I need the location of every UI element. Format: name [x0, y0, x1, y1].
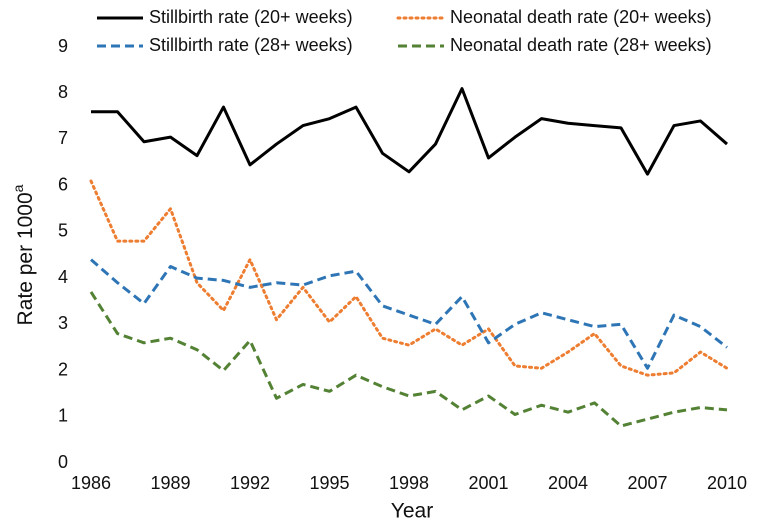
x-tick-label: 1992 [230, 473, 270, 493]
x-tick-label: 2001 [468, 473, 508, 493]
series-line [90, 258, 728, 370]
x-tick-label: 2007 [627, 473, 667, 493]
series-line [89, 291, 728, 428]
y-axis-label: Rate per 1000a [10, 184, 37, 325]
y-tick-label: 0 [58, 452, 68, 472]
y-tick-label: 9 [58, 36, 68, 56]
x-tick-label: 2010 [707, 473, 747, 493]
y-tick-label: 2 [58, 359, 68, 379]
y-axis-label-sup: a [10, 184, 26, 192]
x-axis-label: Year [391, 500, 433, 523]
y-tick-label: 4 [58, 267, 68, 287]
x-tick-label: 1995 [309, 473, 349, 493]
legend-label: Neonatal death rate (28+ weeks) [450, 35, 712, 55]
x-tick-label: 2004 [548, 473, 588, 493]
y-tick-label: 7 [58, 128, 68, 148]
legend-label: Stillbirth rate (20+ weeks) [149, 7, 353, 27]
legend-label: Stillbirth rate (28+ weeks) [149, 35, 353, 55]
y-tick-label: 1 [58, 406, 68, 426]
x-tick-label: 1989 [150, 473, 190, 493]
x-tick-label: 1986 [71, 473, 111, 493]
legend-label: Neonatal death rate (20+ weeks) [450, 7, 712, 27]
series-line [91, 87, 728, 176]
y-tick-label: 6 [58, 174, 68, 194]
y-axis-label-main: Rate per 1000 [14, 192, 37, 325]
y-tick-label: 8 [58, 82, 68, 102]
y-tick-label: 3 [58, 313, 68, 333]
x-tick-label: 1998 [389, 473, 429, 493]
y-tick-label: 5 [58, 221, 68, 241]
series-line [89, 179, 729, 377]
